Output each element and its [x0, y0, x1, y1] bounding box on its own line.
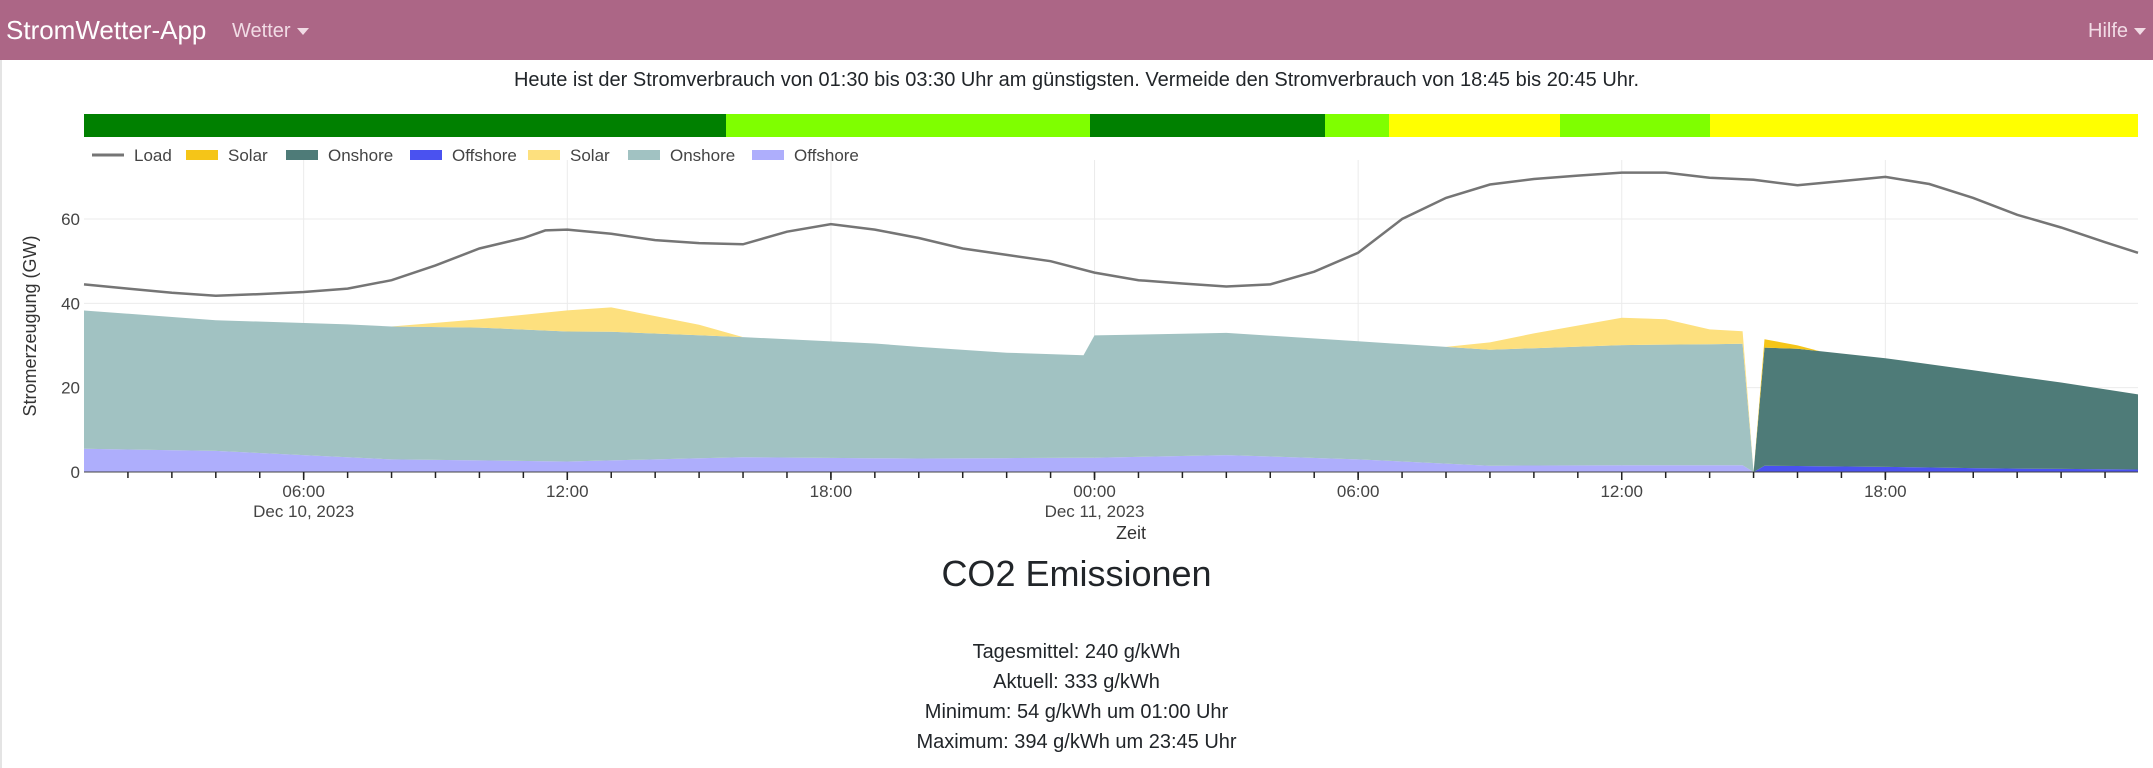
- x-tick-label: 18:00: [1864, 482, 1907, 501]
- x-minor-ticks: [127, 472, 2106, 478]
- legend-label: Solar: [570, 146, 610, 165]
- y-axis-title: Stromerzeugung (GW): [20, 235, 40, 416]
- y-tick-label: 40: [61, 294, 80, 313]
- co2-current: Aktuell: 333 g/kWh: [993, 671, 1160, 693]
- legend-swatch-fill: [286, 150, 318, 160]
- legend-swatch-fill: [628, 150, 660, 160]
- load-line: [83, 171, 2139, 298]
- legend-label: Offshore: [452, 146, 517, 165]
- schedule-bar: [84, 114, 2139, 137]
- hilfe-dropdown-label: Hilfe: [2088, 20, 2129, 42]
- chevron-down-icon: [2134, 27, 2147, 35]
- wetter-dropdown[interactable]: Wetter: [232, 18, 309, 44]
- chart-legend: Load Solar Onshore Offshore Solar Onshore Offs…: [92, 146, 859, 165]
- x-tick-label: 12:00: [1600, 482, 1643, 501]
- hilfe-dropdown[interactable]: Hilfe: [2088, 18, 2147, 44]
- schedule-segment-best: [84, 114, 726, 137]
- recommendation-text: Heute ist der Stromverbrauch von 01:30 b…: [513, 69, 1640, 91]
- legend-label: Onshore: [670, 146, 735, 165]
- area-onshore-4: [84, 307, 2138, 472]
- x-tick-label: 06:00: [282, 482, 325, 501]
- legend-swatch-fill: [752, 150, 784, 160]
- navbar: StromWetter-App Wetter Hilfe: [0, 0, 2153, 60]
- x-tick-sublabel: Dec 10, 2023: [253, 502, 354, 521]
- legend-label: Solar: [228, 146, 268, 165]
- legend-label: Offshore: [794, 146, 859, 165]
- schedule-segment-bad: [1710, 114, 2139, 137]
- chevron-down-icon: [296, 27, 309, 35]
- schedule-segment-good: [1560, 114, 1711, 137]
- wetter-dropdown-label: Wetter: [232, 20, 291, 42]
- co2-stats: Tagesmittel: 240 g/kWh Aktuell: 333 g/kW…: [0, 637, 2153, 757]
- schedule-segment-bad: [1389, 114, 1561, 137]
- schedule-segment-good: [725, 114, 1090, 137]
- x-tick-label: 06:00: [1337, 482, 1380, 501]
- x-tick-label: 12:00: [546, 482, 589, 501]
- legend-label: Onshore: [328, 146, 393, 165]
- schedule-segment-best: [1089, 114, 1325, 137]
- legend-swatch-fill: [410, 150, 442, 160]
- schedule-segment-good: [1324, 114, 1390, 137]
- legend-label: Load: [134, 146, 172, 165]
- y-tick-label: 60: [61, 210, 80, 229]
- x-axis-title: Zeit: [1116, 523, 1146, 543]
- x-tick-label: 18:00: [810, 482, 853, 501]
- co2-maximum: Maximum: 394 g/kWh um 23:45 Uhr: [916, 731, 1237, 753]
- x-tick-label: 00:00: [1073, 482, 1116, 501]
- brand-link[interactable]: StromWetter-App: [6, 15, 207, 45]
- x-tick-sublabel: Dec 11, 2023: [1045, 502, 1145, 521]
- co2-title: CO2 Emissionen: [941, 553, 1212, 594]
- area-offshore-0: [84, 448, 2138, 472]
- legend-swatch-fill: [528, 150, 560, 160]
- y-tick-label: 0: [71, 463, 80, 482]
- y-tick-label: 20: [61, 379, 80, 398]
- page-left-border: [0, 60, 2, 768]
- area-onshore-1: [84, 310, 2138, 472]
- legend-swatch-fill: [186, 150, 218, 160]
- co2-minimum: Minimum: 54 g/kWh um 01:00 Uhr: [924, 701, 1229, 723]
- co2-mean: Tagesmittel: 240 g/kWh: [972, 641, 1181, 663]
